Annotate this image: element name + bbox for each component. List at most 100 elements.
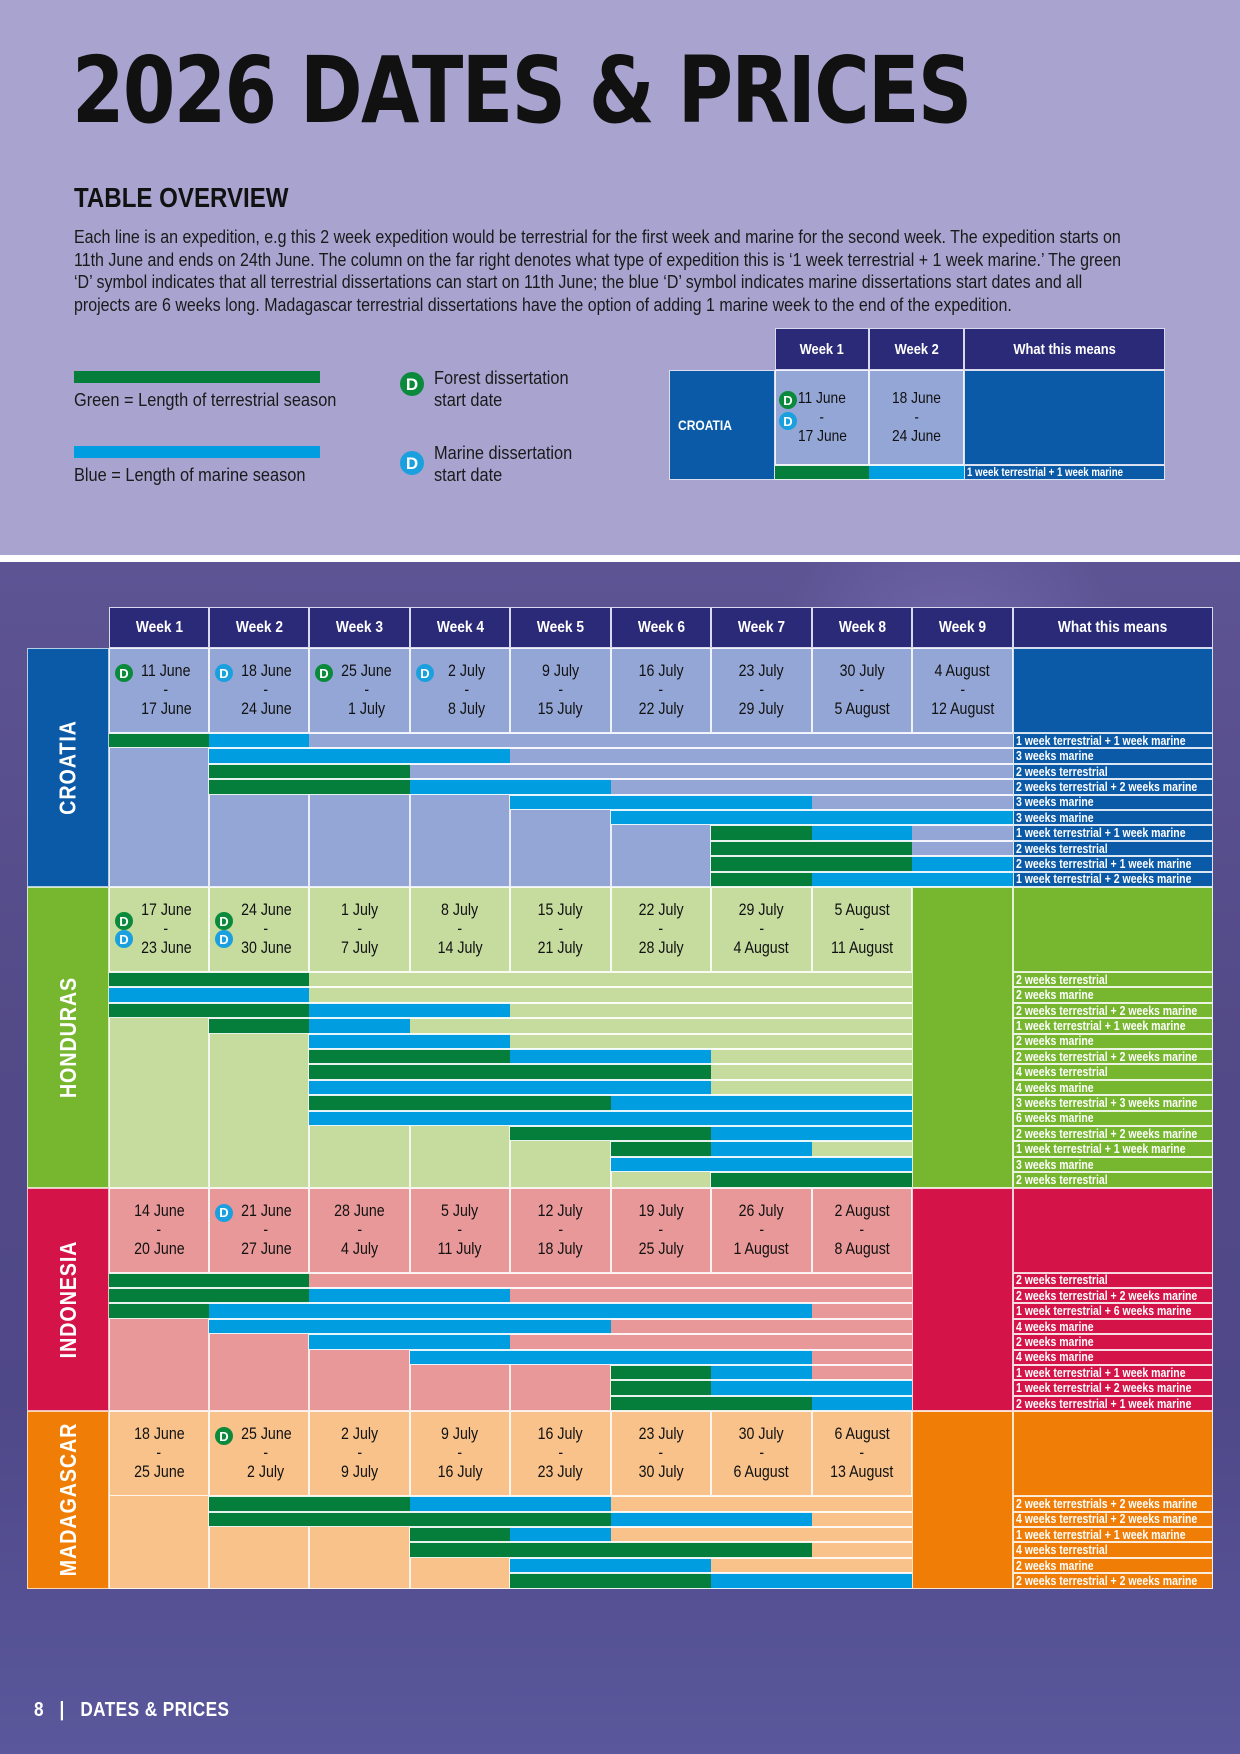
date-separator: - — [658, 1220, 664, 1239]
terrestrial-bar — [775, 465, 869, 480]
date-start: 15 July — [538, 901, 583, 919]
header-label: Week 5 — [536, 618, 585, 636]
marine-dissertation-icon: D — [779, 412, 797, 430]
example-meaning-blank — [964, 370, 1165, 465]
meaning-text: 1 week terrestrial + 6 weeks marine — [1016, 1304, 1192, 1319]
expedition-meaning: 2 weeks terrestrial — [1013, 763, 1213, 780]
header-week-7: Week 7 — [711, 607, 812, 648]
date-end: 13 August — [830, 1463, 894, 1482]
week-dates: 23 July -30 July — [611, 1411, 711, 1497]
date-separator: - — [457, 920, 463, 938]
country-name: INDONESIA — [54, 1240, 81, 1359]
example-header-week-1: Week 1 — [775, 328, 869, 370]
marine-bar — [309, 1288, 510, 1304]
week-dates: 6 August -13 August — [812, 1411, 912, 1497]
row-fill — [309, 1272, 912, 1288]
date-end: 28 July — [638, 939, 684, 957]
week-dates: 11 June -17 June D — [109, 648, 209, 733]
header-label: Week 4 — [436, 618, 484, 636]
date-start: 11 June — [798, 390, 846, 407]
date-end: 4 August — [733, 939, 790, 957]
date-separator: - — [457, 1220, 463, 1239]
date-end: 8 August — [834, 1239, 890, 1258]
week-dates: 23 July -29 July — [711, 648, 812, 733]
expedition-meaning: 3 weeks marine — [1013, 1156, 1213, 1173]
date-start: 14 June — [133, 1201, 185, 1220]
marine-bar — [309, 1110, 912, 1126]
row-fill — [510, 1288, 912, 1304]
row-fill — [510, 748, 1013, 764]
meaning-text: 2 weeks terrestrial + 2 weeks marine — [1016, 779, 1198, 794]
week-dates: 18 June -24 June D — [209, 648, 309, 733]
marine-legend-label: Blue = Length of marine season — [74, 464, 306, 485]
country-label-croatia: CROATIA — [27, 648, 109, 887]
expedition-meaning: 2 weeks terrestrial — [1013, 1272, 1213, 1288]
marine-bar — [510, 794, 812, 810]
country-label-indonesia: INDONESIA — [27, 1187, 109, 1412]
intro-paragraph: Each line is an expedition, e.g this 2 w… — [74, 226, 1121, 315]
date-sep: - — [819, 409, 825, 426]
marine-label-line2: start date — [434, 464, 503, 485]
marine-bar — [209, 748, 510, 764]
meaning-text: 4 weeks marine — [1016, 1350, 1094, 1365]
header-week-2: Week 2 — [209, 607, 309, 648]
badge-stack: D — [215, 664, 233, 682]
terrestrial-bar — [711, 840, 912, 857]
meaning-text: 1 week terrestrial + 1 week marine — [1016, 1527, 1186, 1542]
date-separator: - — [859, 920, 865, 938]
page-footer: 8 | DATES & PRICES — [34, 1699, 229, 1722]
forest-dissertation-icon: D — [215, 1427, 233, 1446]
marine-bar — [209, 733, 309, 749]
header-week-8: Week 8 — [812, 607, 912, 648]
forest-dissertation-icon: D — [779, 391, 797, 409]
meaning-text: 2 weeks terrestrial + 1 week marine — [1016, 1396, 1192, 1411]
meaning-text: 4 weeks terrestrial + 2 weeks marine — [1016, 1512, 1198, 1527]
date-start: 9 July — [441, 1425, 479, 1444]
expedition-meaning: 2 weeks terrestrial + 2 weeks marine — [1013, 1288, 1213, 1304]
row-fill — [309, 733, 1013, 749]
forest-dissertation-icon: D — [115, 912, 133, 930]
date-end: 15 July — [538, 700, 583, 718]
date-separator: - — [263, 681, 269, 699]
week-dates: 9 July -16 July — [410, 1411, 510, 1497]
date-separator: - — [759, 681, 764, 699]
row-fill — [510, 1334, 912, 1350]
date-end: 25 June — [133, 1463, 185, 1482]
expedition-meaning: 1 week terrestrial + 1 week marine — [1013, 1365, 1213, 1381]
date-end: 23 June — [140, 939, 192, 957]
date-end: 24 June — [892, 428, 941, 445]
header-week-1: Week 1 — [109, 607, 209, 648]
date-end: 7 July — [340, 939, 379, 957]
expedition-meaning: 1 week terrestrial + 2 weeks marine — [1013, 871, 1213, 887]
date-start: 2 July — [340, 1425, 379, 1444]
expedition-meaning: 4 weeks terrestrial + 2 weeks marine — [1013, 1511, 1213, 1527]
date-end: 20 June — [133, 1239, 185, 1258]
expedition-meaning: 2 weeks terrestrial — [1013, 1172, 1213, 1188]
meaning-text: 1 week terrestrial + 1 week marine — [1016, 826, 1186, 841]
expedition-meaning: 1 week terrestrial + 1 week marine — [1013, 1141, 1213, 1157]
marine-bar — [410, 1496, 611, 1512]
terrestrial-bar — [109, 1288, 309, 1304]
week-dates: 28 June -4 July — [309, 1187, 410, 1273]
example-header-week-2: Week 2 — [869, 328, 964, 370]
terrestrial-bar — [711, 856, 912, 872]
example-week-dates: 11 June -17 June D D — [775, 370, 869, 465]
expedition-meaning: 2 weeks terrestrial + 2 weeks marine — [1013, 1126, 1213, 1142]
section-heading: TABLE OVERVIEW — [74, 182, 289, 213]
terrestrial-bar — [611, 1380, 711, 1396]
week-dates: 12 July -18 July — [510, 1187, 611, 1273]
date-separator: - — [759, 1444, 764, 1463]
row-fill — [912, 825, 1013, 841]
expedition-meaning: 3 weeks marine — [1013, 810, 1213, 826]
week-dates: 2 July -8 July D — [410, 648, 510, 733]
header-week-5: Week 5 — [510, 607, 611, 648]
week-dates: 29 July -4 August — [711, 887, 812, 972]
row-fill — [611, 779, 1013, 795]
date-separator: - — [263, 1220, 269, 1239]
marine-dissertation-icon: D — [400, 451, 424, 475]
date-separator: - — [859, 1444, 865, 1463]
marine-bar — [611, 810, 1013, 826]
meaning-text: 4 weeks marine — [1016, 1080, 1094, 1095]
marine-bar — [611, 1156, 912, 1173]
marine-bar — [510, 1527, 611, 1543]
